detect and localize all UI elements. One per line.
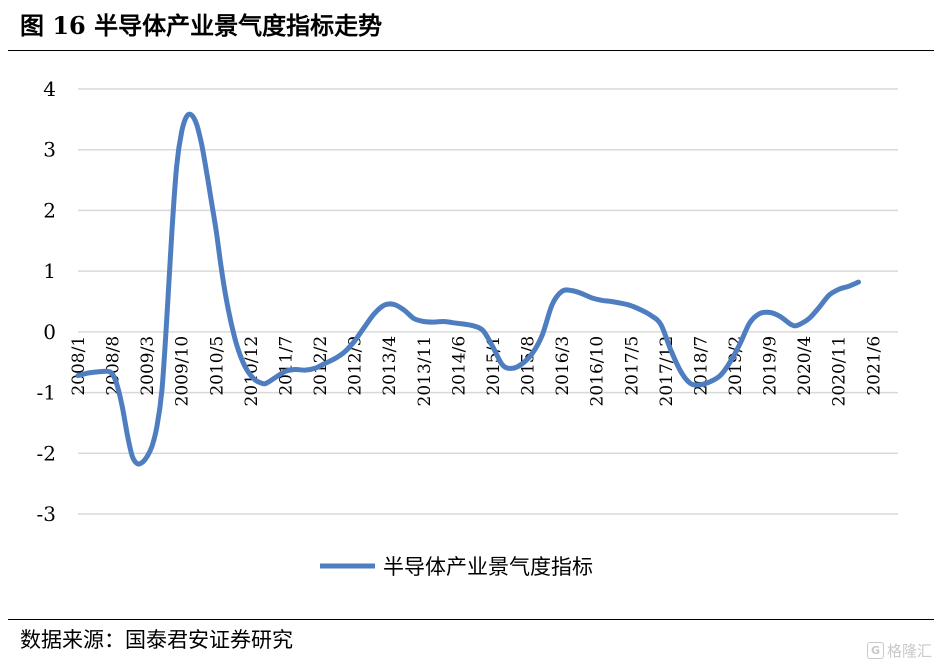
series-line: [75, 111, 861, 467]
watermark-logo-icon: G: [866, 642, 884, 659]
x-tick-label: 2011/7: [276, 336, 296, 396]
x-tick-label: 2019/9: [761, 336, 781, 396]
x-tick-label: 2019/2: [726, 336, 746, 396]
top-rule: [8, 50, 934, 51]
bottom-rule: [8, 619, 934, 620]
y-tick-label: 1: [43, 259, 56, 283]
legend: 半导体产业景气度指标: [320, 555, 593, 579]
y-tick-label: 0: [43, 320, 56, 344]
x-tick-label: 2010/5: [207, 336, 227, 396]
x-tick-label: 2010/12: [242, 336, 262, 407]
watermark: G 格隆汇: [866, 640, 932, 661]
y-axis-ticks: -3 -2 -1 0 1 2 3 4: [37, 77, 56, 526]
x-tick-label: 2021/6: [864, 336, 884, 396]
y-tick-label: 3: [43, 138, 56, 162]
y-tick-label: -1: [37, 381, 56, 405]
x-tick-label: 2013/11: [415, 336, 435, 407]
x-tick-label: 2008/1: [69, 336, 89, 396]
x-tick-label: 2009/3: [138, 336, 158, 396]
x-tick-label: 2016/3: [553, 336, 573, 396]
x-tick-label: 2016/10: [588, 336, 608, 407]
x-axis-ticks: 2008/1 2008/8 2009/3 2009/10 2010/5 2010/12 20…: [69, 336, 884, 407]
chart: -3 -2 -1 0 1 2 3 4 2008/1 2008/8 2009/3 2009/10 201…: [37, 77, 898, 579]
x-tick-label: 2009/10: [173, 336, 193, 407]
figure-title: 图 16 半导体产业景气度指标走势: [20, 11, 383, 40]
x-tick-label: 2017/5: [622, 336, 642, 396]
x-tick-label: 2020/4: [795, 336, 815, 396]
y-tick-label: -2: [37, 441, 56, 465]
source-note: 数据来源：国泰君安证券研究: [20, 628, 293, 652]
y-tick-label: 2: [43, 198, 56, 222]
y-tick-label: 4: [43, 77, 56, 101]
x-tick-label: 2015/1: [484, 336, 504, 396]
x-tick-label: 2014/6: [449, 336, 469, 396]
x-tick-label: 2013/4: [380, 336, 400, 396]
x-tick-label: 2008/8: [104, 336, 124, 396]
watermark-text: 格隆汇: [886, 642, 932, 660]
x-tick-label: 2012/9: [346, 336, 366, 396]
y-tick-label: -3: [37, 502, 56, 526]
legend-label: 半导体产业景气度指标: [383, 555, 593, 579]
x-tick-label: 2020/11: [830, 336, 850, 407]
